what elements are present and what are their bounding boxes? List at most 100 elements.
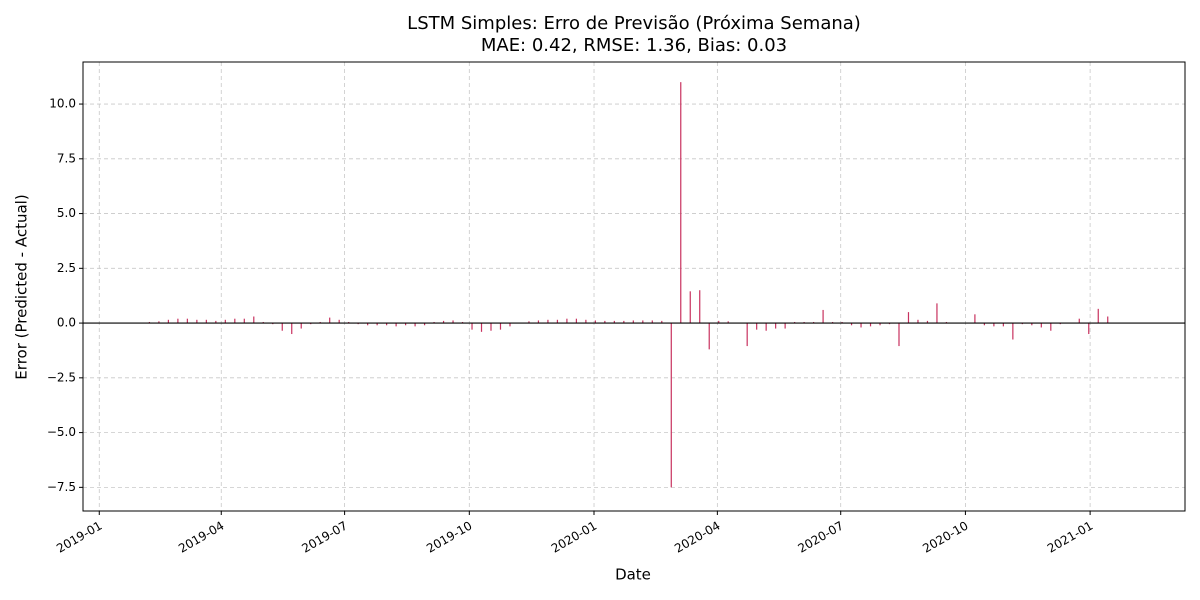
bar (186, 318, 188, 324)
bar (784, 323, 786, 329)
x-axis-label: Date (615, 566, 651, 584)
bar (537, 320, 540, 324)
bar (585, 319, 587, 324)
bar (528, 321, 530, 324)
bar (167, 319, 169, 324)
y-tick-label: 10.0 (49, 97, 76, 111)
x-tick-label: 2021-01 (1045, 519, 1095, 556)
bar (1031, 323, 1033, 326)
bar (907, 312, 910, 324)
bar (338, 319, 340, 324)
bar (898, 323, 900, 347)
bar (243, 318, 245, 324)
chart-subtitle: MAE: 0.42, RMSE: 1.36, Bias: 0.03 (481, 35, 787, 56)
bar (613, 320, 615, 324)
y-tick-label: 5.0 (57, 206, 76, 220)
bar (708, 323, 710, 350)
bar (661, 320, 663, 324)
bar (869, 323, 872, 327)
bar (556, 319, 559, 324)
bar (471, 323, 473, 330)
bar (234, 318, 236, 324)
bar (680, 82, 682, 324)
bar (699, 290, 701, 324)
bar (1078, 318, 1080, 324)
bar (623, 320, 625, 324)
bar (727, 321, 729, 324)
bar (632, 320, 634, 324)
x-tick-label: 2019-04 (176, 519, 226, 556)
bar (367, 323, 369, 326)
bar (547, 319, 549, 324)
y-tick-label: 7.5 (57, 151, 76, 165)
bar (224, 319, 226, 324)
plot-frame (82, 61, 1186, 512)
bar (414, 323, 416, 327)
bar (983, 323, 985, 326)
bar (917, 319, 919, 324)
x-tick-label: 2020-10 (920, 519, 970, 556)
bar (566, 318, 568, 324)
bar (575, 318, 577, 324)
bar (974, 314, 976, 324)
bar (442, 320, 445, 324)
y-tick-label: 2.5 (57, 261, 76, 275)
bar (215, 320, 217, 324)
bar (281, 323, 283, 331)
bar (253, 316, 255, 324)
bar (205, 319, 207, 324)
bar (1002, 323, 1004, 327)
y-tick-label: −2.5 (47, 370, 76, 384)
x-tick-label: 2019-10 (424, 519, 474, 556)
bar (177, 318, 179, 324)
bar (1097, 308, 1099, 324)
bar (651, 320, 653, 324)
bar (604, 320, 606, 324)
bar (423, 323, 426, 326)
bar (746, 323, 748, 347)
bar (860, 323, 862, 328)
y-tick-label: 0.0 (57, 316, 76, 330)
bar (1088, 323, 1090, 335)
bar (850, 323, 853, 326)
bar (300, 323, 302, 329)
bar (452, 320, 454, 324)
bar (1012, 323, 1014, 340)
bar (822, 309, 824, 324)
bar (670, 323, 672, 488)
bar (936, 303, 938, 324)
bar (765, 323, 767, 331)
bar (196, 319, 198, 324)
bar (756, 323, 758, 330)
x-tick-label: 2019-07 (299, 519, 349, 556)
bar (718, 320, 720, 324)
bar (1050, 323, 1052, 331)
bar (594, 320, 596, 324)
x-tick-label: 2020-01 (549, 519, 599, 556)
y-axis-label: Error (Predicted - Actual) (13, 194, 31, 379)
bar (879, 323, 881, 326)
y-tick-label: −5.0 (47, 425, 76, 439)
bar (480, 323, 483, 332)
bar (329, 317, 331, 324)
x-tick-label: 2020-07 (796, 519, 846, 556)
bar (499, 323, 502, 330)
bar (775, 323, 777, 329)
bar (642, 320, 644, 324)
bar (509, 323, 511, 327)
bar (291, 323, 293, 335)
bar (405, 323, 407, 326)
bar (158, 321, 160, 324)
bar (926, 320, 929, 324)
chart-title: LSTM Simples: Erro de Previsão (Próxima … (407, 13, 861, 34)
bar (1107, 316, 1109, 324)
x-tick-label: 2020-04 (672, 519, 722, 556)
x-tick-label: 2019-01 (54, 519, 104, 556)
bar (689, 291, 691, 324)
bar (490, 323, 492, 331)
bar (1040, 323, 1042, 328)
y-tick-label: −7.5 (47, 480, 76, 494)
bar (376, 323, 378, 326)
